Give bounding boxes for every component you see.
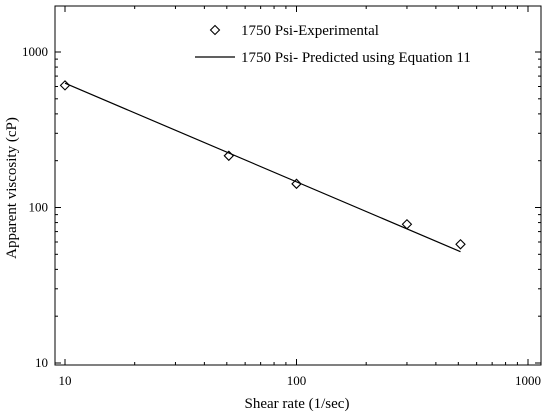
y-tick-label: 1000 [22, 44, 48, 59]
legend: 1750 Psi-Experimental 1750 Psi- Predicted… [195, 23, 471, 66]
x-tick-label: 1000 [515, 373, 541, 388]
experimental-point [455, 239, 466, 250]
predicted-line [64, 82, 461, 253]
x-tick-label: 10 [59, 373, 72, 388]
x-tick-label: 100 [287, 373, 307, 388]
y-tick-label: 100 [29, 200, 49, 215]
experimental-point [59, 80, 71, 91]
plot-area [59, 80, 466, 253]
legend-diamond-symbol [209, 24, 221, 36]
legend-entry-label: 1750 Psi- Predicted using Equation 11 [241, 50, 471, 66]
ticks: 10 100 1000 10 100 1000 [22, 6, 541, 388]
y-axis-label: Apparent viscosity (cP) [4, 117, 20, 259]
experimental-point [291, 178, 302, 190]
x-axis-label: Shear rate (1/sec) [245, 396, 350, 412]
axes [54, 5, 542, 366]
legend-entry-label: 1750 Psi-Experimental [241, 23, 379, 39]
plot-frame [54, 5, 542, 366]
y-tick-label: 10 [35, 355, 48, 370]
